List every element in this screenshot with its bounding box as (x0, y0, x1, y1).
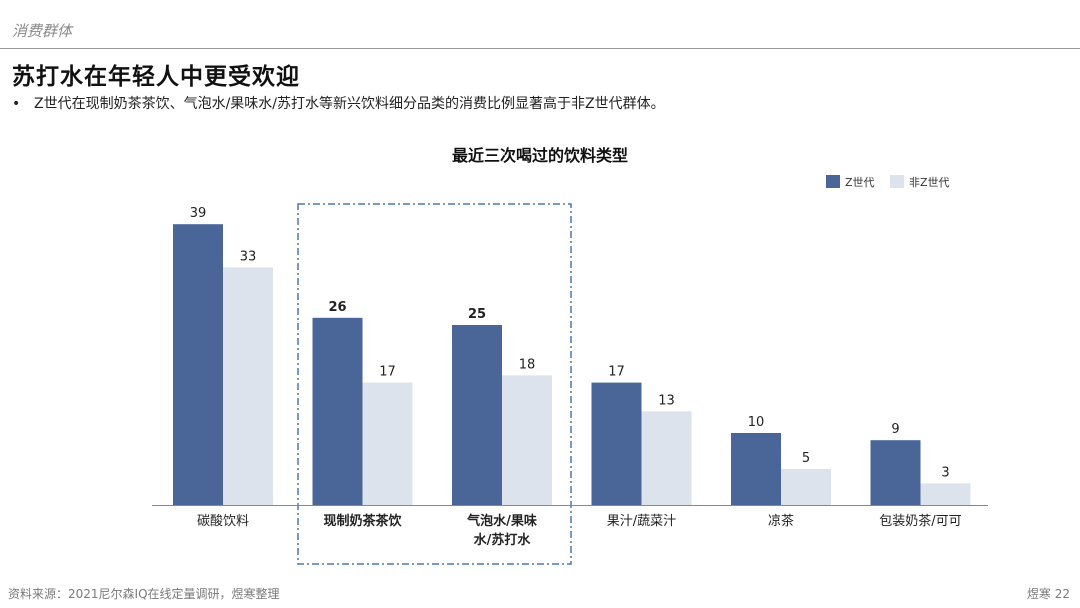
bar-0-2 (452, 325, 502, 505)
value-label-1-5: 3 (941, 465, 949, 480)
page-title: 苏打水在年轻人中更受欢迎 (12, 64, 300, 90)
value-label-1-0: 33 (240, 249, 257, 264)
bar-1-2 (502, 375, 552, 505)
value-label-0-3: 17 (608, 365, 625, 380)
legend-label-0: Z世代 (845, 176, 875, 189)
value-label-0-2: 25 (468, 307, 486, 322)
highlight-box (297, 203, 572, 565)
bullet-text: Z世代在现制奶茶茶饮、气泡水/果味水/苏打水等新兴饮料细分品类的消费比例显著高于… (34, 96, 665, 112)
section-label: 消费群体 (12, 22, 73, 40)
category-label-1: 现制奶茶茶饮 (323, 513, 402, 529)
legend-swatch-0 (826, 175, 840, 188)
legend-swatch-1 (890, 175, 904, 188)
category-label-5: 包装奶茶/可可 (879, 513, 961, 529)
value-label-1-4: 5 (802, 451, 810, 466)
value-label-0-4: 10 (748, 415, 765, 430)
chart-title: 最近三次喝过的饮料类型 (452, 146, 628, 165)
bar-1-3 (641, 411, 692, 505)
category-label-2-0: 气泡水/果味 (467, 513, 537, 529)
legend-label-1: 非Z世代 (909, 176, 950, 189)
value-label-0-5: 9 (891, 422, 899, 437)
bullet-point: • Z世代在现制奶茶茶饮、气泡水/果味水/苏打水等新兴饮料细分品类的消费比例显著高… (12, 93, 665, 113)
bar-1-4 (781, 469, 831, 505)
category-label-3: 果汁/蔬菜汁 (607, 514, 676, 529)
bar-1-0 (223, 267, 273, 505)
bar-0-5 (870, 440, 921, 505)
category-label-0: 碳酸饮料 (197, 514, 249, 529)
bullet-marker: • (12, 96, 21, 112)
header-divider (0, 48, 1080, 49)
footer-page-number: 煜寒 22 (1026, 587, 1070, 601)
bar-0-0 (173, 224, 223, 505)
footer-source: 资料来源：2021尼尔森IQ在线定量调研，煜寒整理 (8, 587, 280, 601)
category-label-2-1: 水/苏打水 (474, 532, 532, 548)
bar-0-3 (591, 382, 642, 505)
bar-0-4 (731, 433, 781, 505)
value-label-1-3: 13 (658, 393, 675, 408)
bar-0-1 (312, 317, 363, 505)
value-label-0-1: 26 (328, 300, 346, 315)
value-label-0-0: 39 (190, 206, 207, 221)
bar-1-1 (362, 382, 413, 505)
bar-1-5 (920, 483, 971, 505)
value-label-1-2: 18 (519, 357, 536, 372)
value-label-1-1: 17 (379, 365, 396, 380)
category-label-4: 凉茶 (768, 513, 794, 529)
